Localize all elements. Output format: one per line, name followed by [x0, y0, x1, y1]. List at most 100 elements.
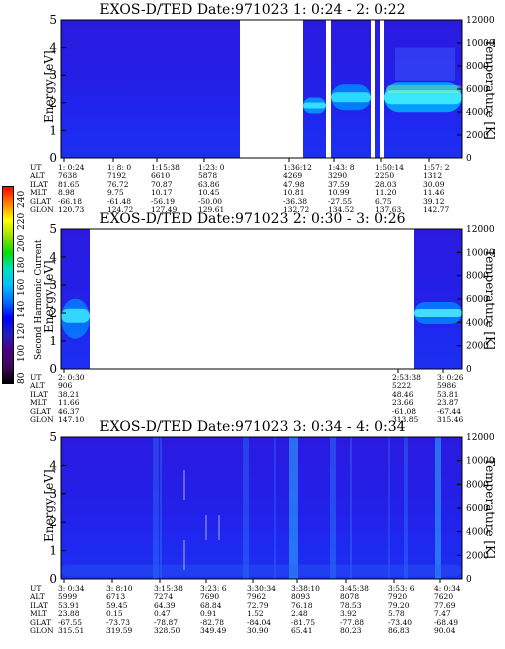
y-tick-label: 0	[49, 362, 57, 376]
y-axis-label: Energy [eV]	[42, 469, 56, 542]
y2-tick-label: 8000	[466, 272, 489, 282]
orbit-cell: 90.04	[434, 626, 456, 636]
orbit-table-column: 3:53: 6 7920 79.20 5.78 -73.40 86.83	[388, 584, 415, 635]
orbit-cell: -36.38	[283, 196, 308, 206]
orbit-cell: 2.48	[291, 609, 308, 619]
orbit-cell: 78.53	[340, 600, 362, 610]
orbit-cell: 4269	[283, 171, 303, 181]
orbit-cell: 1:23: 0	[198, 163, 225, 172]
orbit-cell: 3.92	[340, 609, 357, 619]
orbit-cell: 30.90	[247, 626, 269, 636]
orbit-cell: 8.98	[58, 188, 75, 198]
orbit-table-row-labels: UT ALT ILAT MLT GLAT GLON	[30, 373, 54, 424]
orbit-cell: 37.59	[328, 179, 350, 189]
data-segment	[61, 437, 462, 579]
orbit-cell: 7.47	[434, 609, 451, 619]
orbit-cell: 30.09	[423, 179, 445, 189]
orbit-row-label: MLT	[30, 398, 48, 408]
y-tick-label: 0	[49, 572, 57, 586]
intensity-stripe	[388, 437, 390, 579]
orbit-cell: 38.21	[58, 389, 80, 399]
orbit-cell: 1:57: 2	[423, 163, 450, 172]
orbit-cell: 5878	[198, 171, 218, 181]
orbit-table-row-labels: UT ALT ILAT MLT GLAT GLON	[30, 584, 54, 635]
y2-tick-label: 0	[466, 575, 472, 585]
orbit-cell: 7690	[200, 592, 220, 602]
intensity-stripe	[435, 437, 441, 579]
intensity-stripe	[350, 437, 352, 579]
orbit-cell: -27.55	[328, 196, 353, 206]
orbit-cell: 7920	[388, 592, 408, 602]
orbit-cell: 137.63	[375, 205, 402, 215]
y-tick-label: 2	[49, 306, 57, 320]
y2-tick-label: 4000	[466, 108, 489, 118]
y2-tick-label: 10000	[466, 248, 495, 258]
orbit-cell: -66.18	[58, 196, 83, 206]
orbit-cell: 315.46	[437, 415, 464, 425]
orbit-cell: 23.88	[58, 609, 80, 619]
y-tick-label: 1	[49, 334, 57, 348]
y2-tick-label: 6000	[466, 85, 489, 95]
orbit-cell: 79.20	[388, 600, 410, 610]
orbit-table-column: 3: 8:10 6713 59.45 0.15 -73.73 319.59	[106, 584, 133, 636]
orbit-table-column: 3: 0:34 5999 53.91 23.88 -67.55 315.51	[58, 584, 85, 635]
colorbar	[2, 186, 14, 384]
panel-title: EXOS-D/TED Date:971023 1: 0:24 - 2: 0:22	[99, 2, 406, 18]
orbit-cell: 129.61	[198, 205, 225, 215]
orbit-table-column: 1: 8: 0 7192 76.72 9.75 -61.48 124.72	[107, 163, 134, 215]
orbit-row-label: GLAT	[30, 406, 51, 416]
y-tick-label: 5	[49, 13, 57, 27]
orbit-table-column: 2:53:38 5222 48.46 23.66 -61.08 313.85	[392, 373, 421, 424]
y2-tick-label: 10000	[466, 39, 495, 49]
orbit-table-column: 1:15:38 6610 70.87 10.17 -56.19 127.49	[151, 163, 180, 214]
orbit-row-label: ILAT	[30, 389, 48, 399]
intensity-band	[61, 308, 90, 323]
orbit-cell: -77.88	[340, 617, 365, 627]
orbit-cell: 11.46	[423, 188, 445, 198]
orbit-row-label: ALT	[30, 592, 45, 602]
intensity-band	[303, 102, 326, 109]
y2-tick-label: 6000	[466, 295, 489, 305]
orbit-cell: 3:30:34	[247, 584, 276, 593]
orbit-cell: 1:15:38	[151, 163, 180, 172]
orbit-cell: 319.59	[106, 626, 133, 636]
orbit-table-column: 1:43: 8 3290 37.59 10.99 -27.55 134.52	[328, 163, 355, 214]
panel-title: EXOS-D/TED Date:971023 3: 0:34 - 4: 0:34	[99, 419, 406, 435]
orbit-cell: 70.87	[151, 179, 173, 189]
orbit-cell: 5999	[58, 592, 78, 602]
data-segment	[375, 20, 380, 158]
orbit-cell: 39.12	[423, 196, 445, 206]
orbit-cell: 46.37	[58, 406, 80, 416]
orbit-cell: 28.03	[375, 179, 397, 189]
orbit-row-label: GLAT	[30, 196, 51, 206]
y-tick-label: 1	[49, 544, 57, 558]
orbit-cell: 23.87	[437, 398, 459, 408]
y2-tick-label: 0	[466, 365, 472, 375]
orbit-table-column: 3:15:38 7274 64.39 0.47 -78.87 328.50	[154, 584, 183, 635]
y-tick-label: 5	[49, 222, 57, 236]
orbit-cell: 3: 8:10	[106, 584, 133, 593]
orbit-cell: 10.99	[328, 188, 350, 198]
orbit-cell: -50.00	[198, 196, 223, 206]
orbit-cell: 0.15	[106, 609, 123, 619]
orbit-cell: 3290	[328, 171, 348, 181]
orbit-cell: 1: 0:24	[58, 163, 85, 172]
orbit-cell: 63.86	[198, 179, 220, 189]
orbit-cell: 906	[58, 381, 73, 391]
orbit-cell: -56.19	[151, 196, 176, 206]
orbit-cell: -61.48	[107, 196, 132, 206]
orbit-cell: 124.72	[107, 205, 134, 215]
orbit-row-label: MLT	[30, 188, 48, 198]
y-tick-label: 3	[49, 68, 57, 82]
intensity-stripe	[153, 437, 159, 579]
orbit-cell: 5986	[437, 381, 457, 391]
y2-tick-label: 2000	[466, 131, 489, 141]
orbit-cell: 68.84	[200, 600, 222, 610]
y-tick-label: 0	[49, 151, 57, 165]
orbit-row-label: UT	[30, 584, 42, 593]
orbit-cell: 2: 0:30	[58, 373, 85, 382]
y-tick-label: 1	[49, 123, 57, 137]
orbit-table-column: 1: 0:24 7638 81.65 8.98 -66.18 120.73	[58, 163, 85, 214]
orbit-cell: 6610	[151, 171, 171, 181]
orbit-cell: -78.87	[154, 617, 179, 627]
